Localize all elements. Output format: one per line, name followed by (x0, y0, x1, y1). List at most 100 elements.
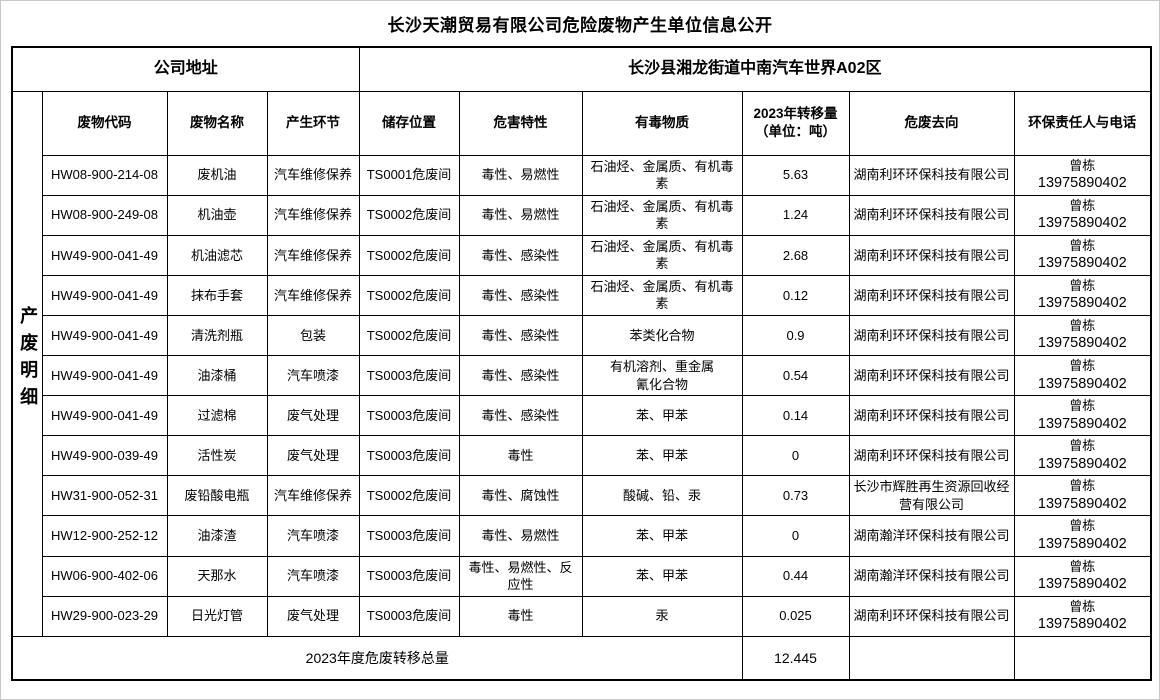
cell-hazard: 毒性、感染性 (458, 355, 583, 397)
table-row: HW49-900-041-49 过滤棉 废气处理 TS0003危废间 毒性、感染… (12, 395, 1152, 437)
contact-phone: 13975890402 (1037, 295, 1127, 312)
contact-phone: 13975890402 (1037, 616, 1127, 633)
cell-waste-name: 机油壶 (166, 194, 268, 236)
header-destination: 危废去向 (848, 90, 1015, 156)
cell-storage: TS0003危废间 (358, 435, 460, 477)
cell-toxins: 石油烃、金属质、有机毒素 (581, 274, 743, 316)
header-transfer-line1: 2023年转移量 (753, 105, 838, 121)
cell-amount: 0.9 (741, 314, 850, 357)
cell-stage: 汽车维修保养 (266, 274, 360, 316)
contact-name: 曾栋 (1069, 157, 1096, 173)
cell-waste-name: 油漆桶 (166, 355, 268, 397)
cell-toxins: 石油烃、金属质、有机毒素 (581, 194, 743, 236)
cell-storage: TS0002危废间 (358, 475, 460, 517)
cell-toxins: 苯、甲苯 (581, 515, 743, 557)
cell-stage: 汽车维修保养 (266, 234, 360, 276)
table-row: HW06-900-402-06 天那水 汽车喷漆 TS0003危废间 毒性、易燃… (12, 555, 1152, 597)
cell-toxins: 苯、甲苯 (581, 395, 743, 437)
cell-waste-code: HW06-900-402-06 (41, 555, 168, 597)
cell-toxins: 酸碱、铅、汞 (581, 475, 743, 517)
cell-amount: 5.63 (741, 154, 850, 196)
contact-name: 曾栋 (1069, 598, 1096, 614)
cell-waste-name: 清洗剂瓶 (166, 314, 268, 357)
cell-stage: 汽车喷漆 (266, 355, 360, 397)
cell-destination: 湖南利环环保科技有限公司 (848, 314, 1015, 357)
contact-phone: 13975890402 (1037, 576, 1127, 593)
cell-stage: 废气处理 (266, 395, 360, 437)
cell-waste-name: 过滤棉 (166, 395, 268, 437)
hazardous-waste-table: 公司地址 长沙县湘龙街道中南汽车世界A02区 产废明细 废物代码 废物名称 产生… (11, 46, 1153, 682)
cell-waste-name: 废铅酸电瓶 (166, 475, 268, 517)
cell-toxins: 苯类化合物 (581, 314, 743, 357)
header-toxins: 有毒物质 (581, 90, 743, 156)
table-row: HW49-900-041-49 油漆桶 汽车喷漆 TS0003危废间 毒性、感染… (12, 355, 1152, 397)
cell-waste-code: HW29-900-023-29 (41, 595, 168, 637)
cell-toxins: 苯、甲苯 (581, 555, 743, 597)
cell-amount: 1.24 (741, 194, 850, 236)
cell-destination: 湖南利环环保科技有限公司 (848, 234, 1015, 276)
cell-contact: 曾栋 13975890402 (1013, 555, 1152, 597)
cell-waste-code: HW08-900-249-08 (41, 194, 168, 236)
cell-toxins: 石油烃、金属质、有机毒素 (581, 154, 743, 196)
cell-hazard: 毒性、腐蚀性 (458, 475, 583, 517)
table-row: HW29-900-023-29 日光灯管 废气处理 TS0003危废间 毒性 汞… (12, 595, 1152, 637)
cell-waste-code: HW31-900-052-31 (41, 475, 168, 517)
cell-hazard: 毒性、易燃性 (458, 515, 583, 557)
cell-storage: TS0002危废间 (358, 274, 460, 316)
side-label-cell: 产废明细 (11, 90, 43, 637)
total-label: 2023年度危废转移总量 (11, 635, 743, 681)
cell-waste-code: HW49-900-041-49 (41, 234, 168, 276)
cell-toxins: 苯、甲苯 (581, 435, 743, 477)
cell-hazard: 毒性、易燃性 (458, 194, 583, 236)
cell-storage: TS0001危废间 (358, 154, 460, 196)
header-storage: 储存位置 (358, 90, 460, 156)
contact-name: 曾栋 (1069, 478, 1096, 494)
contact-name: 曾栋 (1069, 237, 1096, 253)
header-waste-code: 废物代码 (41, 90, 168, 156)
cell-stage: 废气处理 (266, 435, 360, 477)
total-row: 2023年度危废转移总量 12.445 (11, 635, 1152, 681)
cell-contact: 曾栋 13975890402 (1013, 355, 1152, 397)
cell-amount: 0 (741, 435, 850, 477)
cell-stage: 汽车维修保养 (266, 154, 360, 196)
table-row: HW49-900-039-49 活性炭 废气处理 TS0003危废间 毒性 苯、… (12, 435, 1152, 477)
cell-hazard: 毒性、感染性 (458, 234, 583, 276)
cell-destination: 湖南利环环保科技有限公司 (848, 154, 1015, 196)
contact-phone: 13975890402 (1037, 215, 1127, 232)
company-address-value: 长沙县湘龙街道中南汽车世界A02区 (358, 46, 1152, 92)
table-row: HW49-900-041-49 抹布手套 汽车维修保养 TS0002危废间 毒性… (12, 274, 1152, 316)
cell-destination: 湖南瀚洋环保科技有限公司 (848, 555, 1015, 597)
cell-stage: 汽车维修保养 (266, 194, 360, 236)
cell-contact: 曾栋 13975890402 (1013, 395, 1152, 437)
cell-amount: 0.025 (741, 595, 850, 637)
cell-amount: 0.44 (741, 555, 850, 597)
table-row: HW08-900-249-08 机油壶 汽车维修保养 TS0002危废间 毒性、… (12, 194, 1152, 236)
cell-destination: 长沙市辉胜再生资源回收经营有限公司 (848, 475, 1015, 517)
cell-waste-code: HW49-900-041-49 (41, 355, 168, 397)
cell-waste-name: 油漆渣 (166, 515, 268, 557)
contact-name: 曾栋 (1069, 398, 1096, 414)
cell-destination: 湖南利环环保科技有限公司 (848, 395, 1015, 437)
cell-contact: 曾栋 13975890402 (1013, 435, 1152, 477)
contact-phone: 13975890402 (1037, 536, 1127, 553)
cell-waste-code: HW49-900-041-49 (41, 395, 168, 437)
column-header-row: 产废明细 废物代码 废物名称 产生环节 储存位置 危害特性 有毒物质 2023年… (11, 90, 1152, 637)
cell-contact: 曾栋 13975890402 (1013, 154, 1152, 196)
cell-stage: 汽车喷漆 (266, 555, 360, 597)
cell-destination: 湖南利环环保科技有限公司 (848, 355, 1015, 397)
contact-name: 曾栋 (1069, 317, 1096, 333)
page-title: 长沙天潮贸易有限公司危险废物产生单位信息公开 (387, 16, 773, 35)
cell-amount: 2.68 (741, 234, 850, 276)
contact-name: 曾栋 (1069, 358, 1096, 374)
table-row: HW49-900-041-49 清洗剂瓶 包装 TS0002危废间 毒性、感染性… (12, 314, 1152, 357)
cell-stage: 汽车喷漆 (266, 515, 360, 557)
contact-phone: 13975890402 (1037, 495, 1127, 512)
cell-storage: TS0002危废间 (358, 194, 460, 236)
cell-destination: 湖南利环环保科技有限公司 (848, 194, 1015, 236)
cell-contact: 曾栋 13975890402 (1013, 274, 1152, 316)
cell-waste-code: HW12-900-252-12 (41, 515, 168, 557)
contact-phone: 13975890402 (1037, 175, 1127, 192)
side-label: 产废明细 (18, 306, 39, 415)
cell-destination: 湖南利环环保科技有限公司 (848, 274, 1015, 316)
cell-waste-name: 天那水 (166, 555, 268, 597)
